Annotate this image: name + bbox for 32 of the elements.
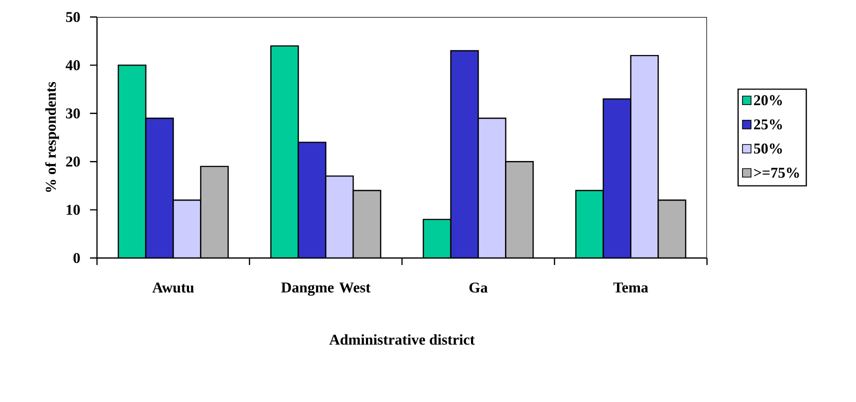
bar xyxy=(298,142,326,258)
bar xyxy=(326,176,354,258)
y-tick-label: 10 xyxy=(66,204,80,215)
y-tick-label: 50 xyxy=(66,12,80,22)
legend-label: 25% xyxy=(754,119,782,130)
x-tick-label: Tema xyxy=(613,282,648,293)
x-tick-label: Dangme West xyxy=(281,282,371,296)
y-tick-label: 30 xyxy=(66,108,80,118)
bar xyxy=(630,54,659,258)
legend-label: 20% xyxy=(754,95,782,106)
bar xyxy=(270,46,298,258)
y-tick-label: 20 xyxy=(66,156,80,167)
bar xyxy=(146,118,174,258)
x-tick-label: Awutu xyxy=(152,282,194,293)
y-tick-label: 40 xyxy=(66,60,80,70)
bar xyxy=(478,118,506,258)
bar xyxy=(575,190,604,258)
bar xyxy=(658,200,686,258)
bar xyxy=(602,98,632,258)
legend-label: >=75% xyxy=(754,168,799,178)
bar xyxy=(450,50,478,258)
bar xyxy=(506,162,534,258)
x-tick-label: Ga xyxy=(469,282,488,293)
bar xyxy=(118,65,146,258)
bar xyxy=(173,200,201,258)
bar xyxy=(423,219,451,258)
bar xyxy=(200,166,228,258)
x-axis-title: Administrative district xyxy=(329,334,475,345)
y-tick-label: 0 xyxy=(74,252,80,264)
legend-label: 50% xyxy=(754,143,782,154)
bar xyxy=(353,190,381,258)
y-axis-title: % of respondents xyxy=(45,82,59,192)
